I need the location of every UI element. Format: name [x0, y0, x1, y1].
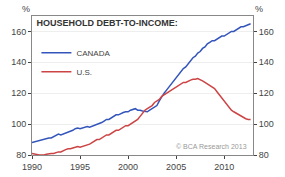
svg-text:140: 140: [11, 57, 26, 67]
svg-text:100: 100: [11, 119, 26, 129]
svg-text:%: %: [22, 4, 30, 14]
svg-text:100: 100: [259, 119, 274, 129]
svg-text:2000: 2000: [118, 162, 138, 172]
svg-text:2010: 2010: [214, 162, 234, 172]
svg-text:120: 120: [11, 88, 26, 98]
svg-text:U.S.: U.S.: [76, 68, 92, 77]
svg-text:HOUSEHOLD DEBT-TO-INCOME:: HOUSEHOLD DEBT-TO-INCOME:: [36, 18, 177, 28]
svg-text:1990: 1990: [22, 162, 42, 172]
svg-text:2005: 2005: [166, 162, 186, 172]
svg-text:140: 140: [259, 57, 274, 67]
svg-text:160: 160: [11, 27, 26, 37]
svg-text:© BCA Research 2013: © BCA Research 2013: [176, 143, 247, 150]
svg-text:160: 160: [259, 27, 274, 37]
svg-text:120: 120: [259, 88, 274, 98]
svg-text:1995: 1995: [70, 162, 90, 172]
svg-text:CANADA: CANADA: [76, 49, 110, 58]
svg-text:%: %: [255, 4, 263, 14]
svg-text:80: 80: [259, 150, 269, 160]
svg-text:80: 80: [16, 150, 26, 160]
